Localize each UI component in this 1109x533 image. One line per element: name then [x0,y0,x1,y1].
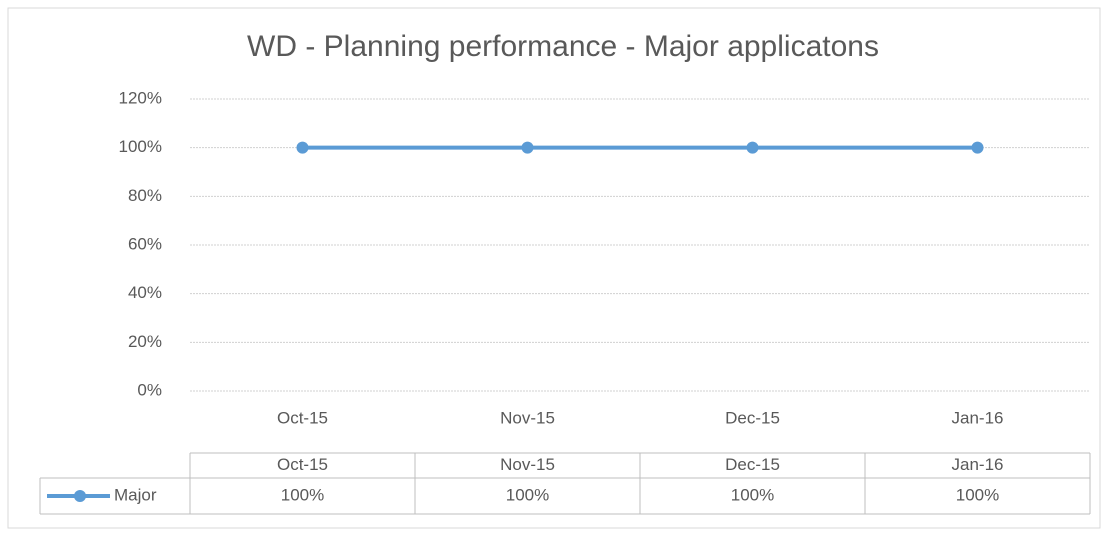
table-header: Nov-15 [500,455,555,474]
chart-title: WD - Planning performance - Major applic… [247,30,879,63]
legend-marker [74,490,86,502]
y-tick-label: 40% [128,283,162,302]
y-tick-label: 0% [137,380,162,399]
x-tick-label: Oct-15 [277,408,328,427]
y-tick-label: 100% [119,137,162,156]
chart-border [7,7,1101,529]
x-tick-label: Nov-15 [500,408,555,427]
table-value: 100% [281,485,324,504]
table-header: Jan-16 [952,455,1004,474]
point-marker [521,141,534,154]
table-value: 100% [506,485,549,504]
x-tick-label: Dec-15 [725,408,780,427]
table-value: 100% [731,485,774,504]
table-header: Oct-15 [277,455,328,474]
legend-label: Major [114,485,157,504]
table-header: Dec-15 [725,455,780,474]
x-tick-label: Jan-16 [952,408,1004,427]
y-tick-label: 60% [128,234,162,253]
point-marker [746,141,759,154]
table-value: 100% [956,485,999,504]
y-tick-label: 20% [128,332,162,351]
y-tick-label: 80% [128,186,162,205]
point-marker [296,141,309,154]
point-marker [971,141,984,154]
y-tick-label: 120% [119,88,162,107]
